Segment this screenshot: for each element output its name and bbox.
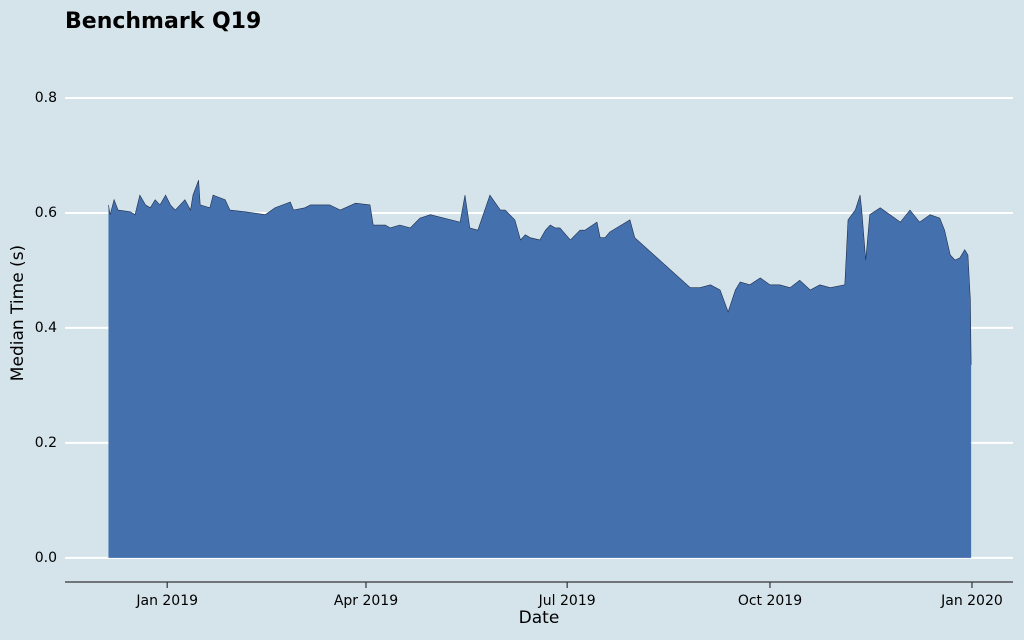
x-axis-label: Date (519, 608, 560, 628)
y-tick-label: 0.2 (35, 435, 57, 451)
y-tick-label: 0.0 (35, 550, 57, 566)
x-tick-label: Jan 2019 (135, 593, 198, 609)
chart-title: Benchmark Q19 (65, 9, 261, 34)
x-tick-label: Apr 2019 (334, 593, 398, 609)
y-tick-label: 0.8 (35, 90, 57, 106)
y-tick-label: 0.6 (35, 205, 57, 221)
area (108, 180, 972, 558)
y-tick-label: 0.4 (35, 320, 57, 336)
x-tick-label: Jan 2020 (940, 593, 1003, 609)
x-tick-label: Oct 2019 (738, 593, 802, 609)
area-edge (108, 180, 972, 365)
y-axis-label: Median Time (s) (8, 245, 28, 381)
x-tick-label: Jul 2019 (538, 593, 596, 609)
